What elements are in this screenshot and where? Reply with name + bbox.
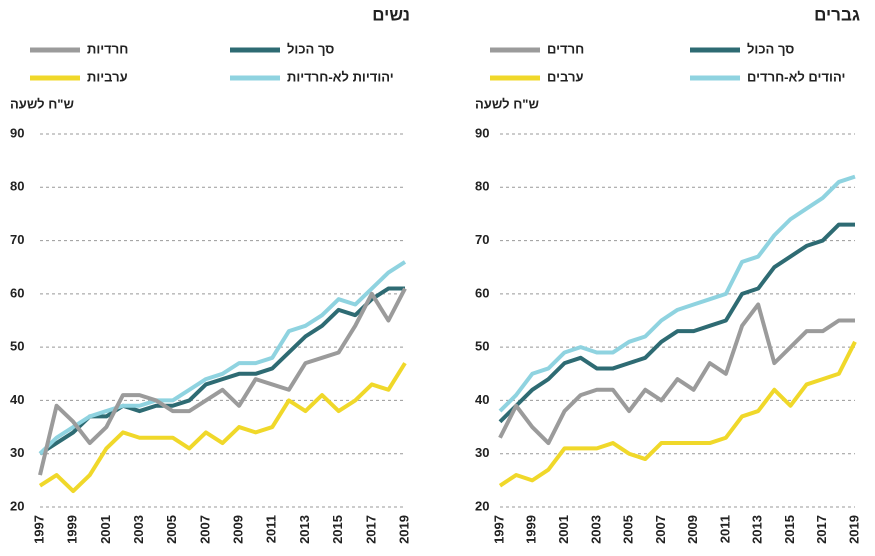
x-tick-label: 2013 (297, 515, 312, 544)
y-tick-label: 60 (475, 285, 489, 300)
x-tick-label: 2013 (750, 515, 765, 544)
x-tick-label: 2005 (164, 515, 179, 544)
x-tick-label: 1997 (31, 515, 46, 544)
y-axis-label: ש"ח לשעה (475, 96, 539, 111)
y-tick-label: 40 (10, 392, 24, 407)
y-tick-label: 40 (475, 392, 489, 407)
x-tick-label: 2005 (621, 515, 636, 544)
x-tick-label: 1999 (65, 515, 80, 544)
x-tick-label: 2009 (231, 515, 246, 544)
y-tick-label: 70 (475, 232, 489, 247)
y-tick-label: 50 (10, 339, 24, 354)
x-tick-label: 2001 (98, 515, 113, 544)
series-line (498, 302, 855, 446)
x-tick-label: 1997 (491, 515, 506, 544)
x-tick-label: 2007 (197, 515, 212, 544)
legend-label: יהודים לא-חרדים (747, 69, 845, 84)
y-tick-label: 50 (475, 339, 489, 354)
legend-label: חרדיות (87, 41, 128, 56)
legend-label: סך הכול (287, 41, 334, 56)
x-tick-label: 2009 (685, 515, 700, 544)
x-tick-label: 2011 (264, 515, 279, 543)
chart-title: גברים (814, 5, 860, 24)
series-line (498, 340, 857, 488)
y-axis-label: ש"ח לשעה (10, 96, 74, 111)
x-tick-label: 1999 (524, 515, 539, 544)
chart-title: נשים (372, 5, 410, 24)
y-tick-label: 30 (475, 445, 489, 460)
x-tick-label: 2015 (782, 515, 797, 544)
series-line (38, 287, 407, 476)
x-tick-label: 2003 (131, 515, 146, 544)
x-tick-label: 2017 (363, 515, 378, 544)
y-tick-label: 20 (475, 498, 489, 513)
x-tick-label: 2019 (846, 515, 861, 544)
legend-label: סך הכול (747, 41, 794, 56)
y-tick-label: 90 (10, 125, 24, 140)
legend-label: יהודיות לא-חרדיות (287, 69, 394, 84)
legend-label: חרדים (547, 41, 584, 56)
y-tick-label: 20 (10, 498, 24, 513)
series-line (498, 222, 855, 424)
legend-label: ערביות (87, 69, 128, 84)
x-tick-label: 2001 (556, 515, 571, 544)
series-line (38, 362, 407, 494)
series-line (38, 286, 405, 456)
x-tick-label: 2015 (330, 515, 345, 544)
x-tick-label: 2007 (653, 515, 668, 544)
x-tick-label: 2019 (396, 515, 411, 544)
y-tick-label: 80 (10, 179, 24, 194)
y-tick-label: 90 (475, 125, 489, 140)
y-tick-label: 30 (10, 445, 24, 460)
x-tick-label: 2003 (588, 515, 603, 544)
series-line (498, 174, 856, 413)
y-tick-label: 80 (475, 179, 489, 194)
y-tick-label: 70 (10, 232, 24, 247)
x-tick-label: 2017 (814, 515, 829, 544)
y-tick-label: 60 (10, 285, 24, 300)
series-line (38, 260, 407, 456)
legend-label: ערבים (547, 69, 584, 84)
x-tick-label: 2011 (717, 515, 732, 543)
